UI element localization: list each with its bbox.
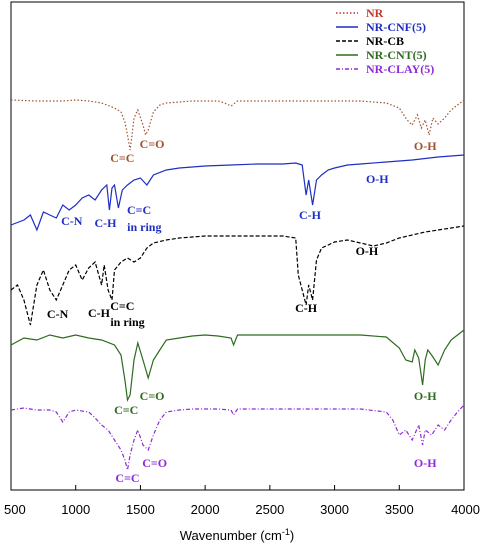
legend-label-nr-cb: NR-CB	[366, 34, 404, 48]
annotation-label: C=C	[114, 403, 138, 417]
annotation-label: C-H	[95, 216, 118, 230]
x-tick-label: 2000	[191, 502, 220, 517]
annotation-label: C-H	[295, 301, 318, 315]
legend-label-nr: NR	[366, 6, 384, 20]
annotation-label: C-N	[47, 307, 69, 321]
annotation-label: C-H	[299, 208, 322, 222]
annotation-label: C=C	[115, 471, 139, 485]
series-line-nr-clay-5	[10, 404, 465, 471]
annotation-label: O-H	[356, 244, 379, 258]
annotation-label: C=O	[140, 389, 165, 403]
annotation-label: C-N	[61, 214, 83, 228]
series-layer	[10, 99, 465, 471]
annotation-label: C=O	[142, 456, 167, 470]
series-line-nr-cnt-5	[10, 329, 465, 402]
x-axis-title: Wavenumber (cm-1)	[180, 527, 294, 543]
annotation-label: C=C	[110, 299, 134, 313]
x-axis: 500 1000 1500 2000 2500 3000 3500 4000	[4, 485, 480, 517]
annotation-label: O-H	[414, 139, 437, 153]
x-tick-label: 500	[4, 502, 26, 517]
annotation-label: O-H	[414, 456, 437, 470]
x-tick-label: 3500	[385, 502, 414, 517]
series-line-nr	[10, 99, 465, 151]
annotation-label: C=C	[127, 203, 151, 217]
series-line-nr-cb	[10, 225, 465, 326]
annotation-label: in ring	[110, 315, 144, 329]
x-axis-title-sup: -1	[282, 527, 290, 537]
legend-label-nr-cnt-5: NR-CNT(5)	[366, 48, 427, 62]
x-tick-label: 2500	[255, 502, 284, 517]
plot-frame	[10, 1, 465, 491]
legend-label-nr-cnf-5: NR-CNF(5)	[366, 20, 426, 34]
legend-label-nr-clay-5: NR-CLAY(5)	[366, 62, 434, 76]
annotation-label: C-H	[88, 306, 111, 320]
x-axis-title-main: Wavenumber (cm	[180, 528, 282, 543]
annotation-label: O-H	[414, 389, 437, 403]
x-axis-title-close: )	[290, 528, 294, 543]
annotation-label: C=O	[140, 137, 165, 151]
x-tick-label: 4000	[451, 502, 480, 517]
annotation-label: C=C	[110, 151, 134, 165]
x-tick-label: 1000	[61, 502, 90, 517]
annotation-label: in ring	[127, 220, 161, 234]
x-tick-label: 1500	[126, 502, 155, 517]
x-tick-label: 3000	[320, 502, 349, 517]
annotation-label: O-H	[366, 172, 389, 186]
series-line-nr-cnf-5	[10, 154, 465, 232]
